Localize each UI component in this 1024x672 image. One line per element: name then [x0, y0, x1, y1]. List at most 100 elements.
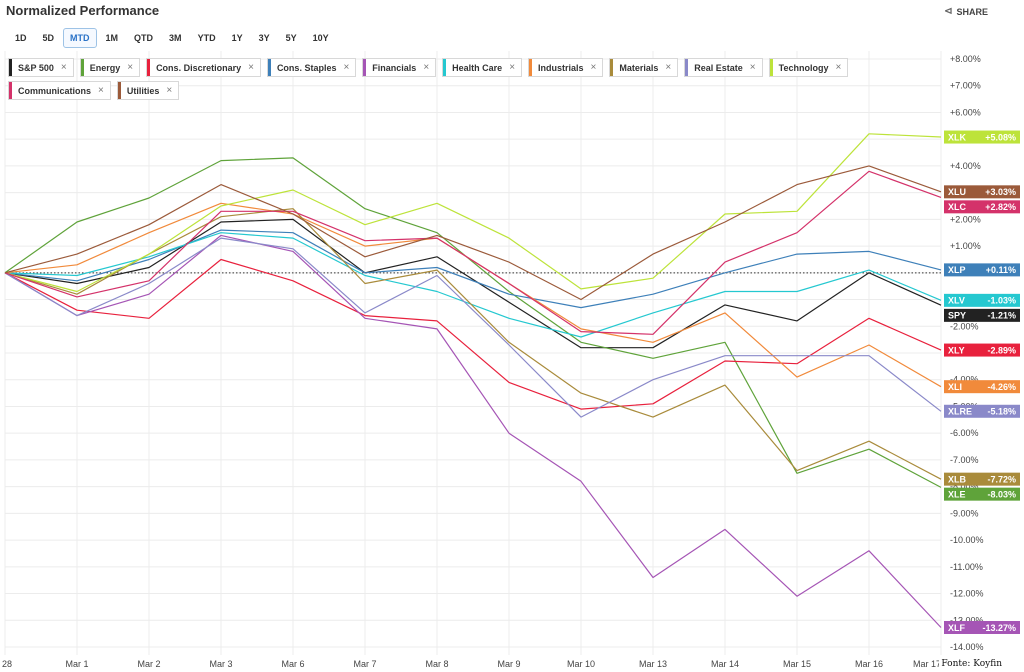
legend-chip-s-p-500[interactable]: S&P 500 × [8, 58, 74, 77]
legend-chip-materials[interactable]: Materials × [609, 58, 679, 77]
legend-chip-communications[interactable]: Communications × [8, 81, 111, 100]
tab-qtd[interactable]: QTD [134, 33, 154, 43]
remove-series-icon[interactable]: × [98, 85, 104, 96]
legend-chip-technology[interactable]: Technology × [768, 58, 849, 77]
legend-label: Utilities [126, 85, 160, 96]
end-label-box [944, 487, 1020, 501]
y-tick-label: +2.00% [950, 214, 981, 224]
remove-series-icon[interactable]: × [509, 62, 516, 73]
end-label-xlre: XLRE -5.18% [944, 404, 1020, 418]
legend-chip-cons-staples[interactable]: Cons. Staples × [266, 58, 357, 77]
tab-1m[interactable]: 1M [105, 33, 119, 43]
end-label-xlf: XLF -13.27% [944, 620, 1020, 634]
x-tick-label: Mar 17 [913, 659, 941, 669]
remove-series-icon[interactable]: × [749, 62, 756, 73]
legend-label: Cons. Staples [276, 62, 337, 73]
end-label-ticker: XLI [948, 382, 962, 392]
legend-swatch [9, 59, 12, 76]
tab-3m[interactable]: 3M [169, 33, 182, 43]
y-tick-label: -10.00% [950, 535, 984, 545]
end-label-ticker: XLRE [948, 407, 972, 417]
end-label-value: -8.03% [987, 489, 1016, 499]
x-tick-label: 28 [2, 659, 12, 669]
y-tick-label: -14.00% [950, 642, 984, 652]
tab-1d[interactable]: 1D [15, 33, 27, 43]
x-tick-label: Mar 3 [209, 659, 232, 669]
legend-swatch [9, 82, 12, 99]
tab-mtd[interactable]: MTD [63, 28, 97, 48]
tab-5d[interactable]: 5D [42, 33, 55, 43]
remove-series-icon[interactable]: × [248, 62, 254, 73]
series-lines [4, 133, 942, 628]
chart-grid [4, 51, 942, 655]
remove-series-icon[interactable]: × [835, 62, 842, 73]
legend-swatch [147, 59, 151, 76]
end-label-xli: XLI -4.26% [944, 380, 1020, 394]
legend-chip-utilities[interactable]: Utilities × [116, 81, 180, 100]
end-label-xly: XLY -2.89% [944, 343, 1020, 357]
x-tick-label: Mar 14 [711, 659, 739, 669]
end-label-box [944, 404, 1020, 418]
y-tick-label: -7.00% [950, 455, 979, 465]
end-label-xle: XLE -8.03% [944, 487, 1020, 501]
share-button[interactable]: ⊲ SHARE [944, 6, 988, 17]
tab-3y[interactable]: 3Y [258, 33, 270, 43]
remove-series-icon[interactable]: × [60, 62, 67, 73]
y-tick-label: -12.00% [950, 589, 984, 599]
legend-chip-real-estate[interactable]: Real Estate × [684, 58, 763, 77]
x-tick-label: Mar 1 [65, 659, 88, 669]
end-label-spy: SPY -1.21% [944, 308, 1020, 322]
y-tick-label: +8.00% [950, 54, 981, 64]
series-line-xlc [4, 170, 942, 335]
remove-series-icon[interactable]: × [343, 62, 350, 73]
end-label-value: -13.27% [982, 623, 1016, 633]
legend-chip-financials[interactable]: Financials × [362, 58, 437, 77]
end-label-xlc: XLC +2.82% [944, 200, 1020, 214]
end-label-value: -1.03% [987, 296, 1016, 306]
end-label-box [944, 620, 1020, 634]
end-label-box [944, 200, 1020, 214]
remove-series-icon[interactable]: × [127, 62, 134, 73]
end-label-ticker: XLC [948, 202, 967, 212]
remove-series-icon[interactable]: × [665, 62, 672, 73]
series-line-xlp [4, 229, 942, 309]
tab-5y[interactable]: 5Y [285, 33, 297, 43]
y-tick-label: +4.00% [950, 161, 981, 171]
x-axis: 28 Mar 1 Mar 2 Mar 3 Mar 6 Mar 7 Mar 8 Mar 9 Mar… [2, 659, 941, 669]
legend: S&P 500 × Energy × Cons. Discretionary × Cons.… [8, 58, 908, 100]
tab-10y[interactable]: 10Y [312, 33, 329, 43]
series-line-xlre [4, 237, 942, 418]
x-tick-label: Mar 6 [281, 659, 304, 669]
series-line-spy [4, 218, 942, 349]
series-line-xlf [4, 234, 942, 628]
legend-label: Health Care [452, 62, 503, 73]
series-line-xly [4, 258, 942, 410]
remove-series-icon[interactable]: × [166, 85, 173, 96]
legend-swatch [529, 59, 533, 76]
legend-chip-industrials[interactable]: Industrials × [528, 58, 604, 77]
end-label-ticker: SPY [948, 311, 966, 321]
tab-ytd[interactable]: YTD [197, 33, 216, 43]
legend-chip-health-care[interactable]: Health Care × [442, 58, 523, 77]
legend-swatch [769, 59, 773, 76]
y-tick-label: -4.00% [950, 375, 979, 385]
remove-series-icon[interactable]: × [423, 62, 430, 73]
remove-series-icon[interactable]: × [590, 62, 597, 73]
end-label-ticker: XLE [948, 489, 966, 499]
legend-label: Materials [619, 62, 659, 73]
legend-label: Energy [89, 62, 121, 73]
series-line-xlb [4, 208, 942, 480]
legend-label: Technology [778, 62, 829, 73]
share-label: SHARE [956, 6, 988, 17]
x-tick-label: Mar 8 [425, 659, 448, 669]
legend-swatch [80, 59, 84, 76]
legend-chip-energy[interactable]: Energy × [79, 58, 141, 77]
end-label-box [944, 343, 1020, 357]
tab-1y[interactable]: 1Y [231, 33, 243, 43]
legend-label: Financials [372, 62, 417, 73]
legend-chip-cons-discretionary[interactable]: Cons. Discretionary × [146, 58, 261, 77]
legend-label: Communications [18, 85, 92, 96]
legend-label: Real Estate [694, 62, 743, 73]
legend-label: Industrials [538, 62, 584, 73]
end-label-xlv: XLV -1.03% [944, 293, 1020, 307]
